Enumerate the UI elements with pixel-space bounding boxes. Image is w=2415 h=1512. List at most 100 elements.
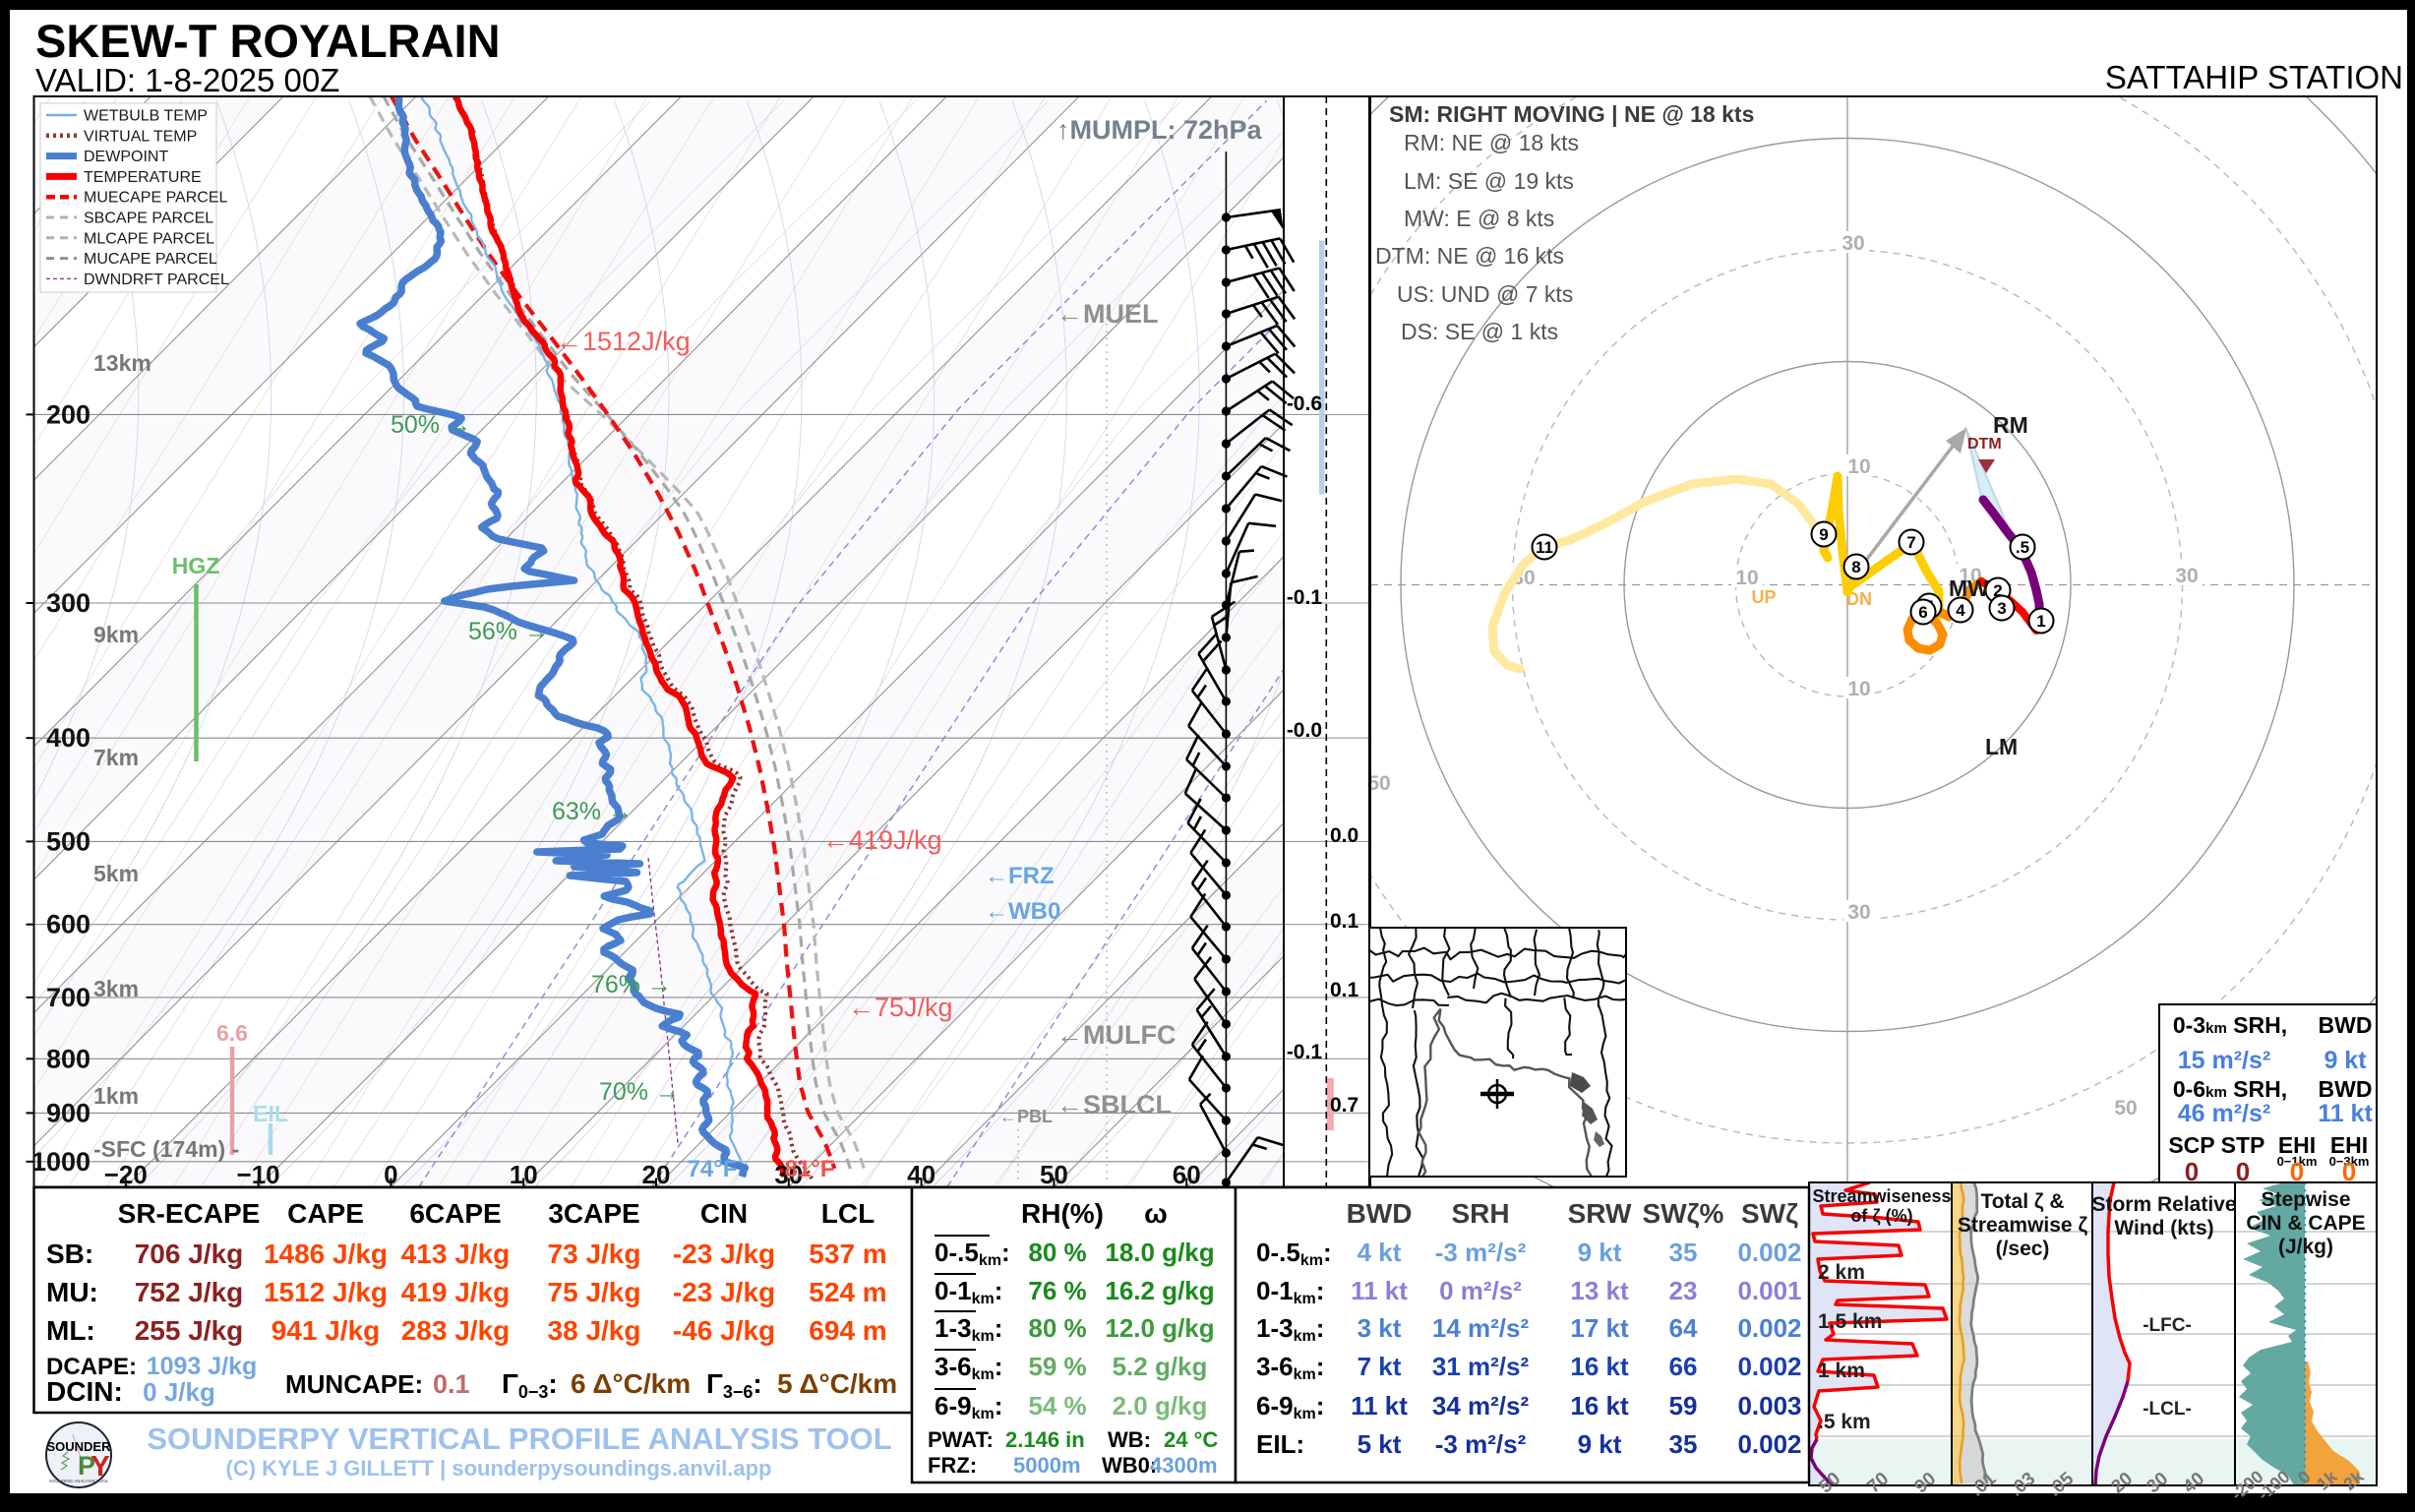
svg-text:-LCL-: -LCL- bbox=[2143, 1399, 2192, 1420]
svg-text:9 kt: 9 kt bbox=[1578, 1429, 1622, 1459]
svg-text:-0.0: -0.0 bbox=[1287, 719, 1322, 742]
svg-text:4: 4 bbox=[1956, 601, 1965, 620]
svg-text:LCL: LCL bbox=[821, 1198, 875, 1229]
svg-text:35: 35 bbox=[1669, 1238, 1698, 1267]
svg-text:9 kt: 9 kt bbox=[2324, 1047, 2367, 1074]
svg-text:SATTAHIP STATION: SATTAHIP STATION bbox=[2105, 59, 2403, 95]
svg-text:CIN: CIN bbox=[700, 1198, 748, 1229]
svg-text:SOUNDERPY VERTICAL PROFILE ANA: SOUNDERPY VERTICAL PROFILE ANALYSIS TOOL bbox=[147, 1421, 891, 1456]
svg-text:18.0 g/kg: 18.0 g/kg bbox=[1105, 1238, 1214, 1267]
svg-text:US: UND @ 7 kts: US: UND @ 7 kts bbox=[1397, 281, 1573, 307]
svg-text:300: 300 bbox=[46, 588, 91, 618]
svg-text:9km: 9km bbox=[93, 622, 139, 647]
svg-text:50% →: 50% → bbox=[391, 411, 471, 439]
svg-text:0.003: 0.003 bbox=[1737, 1391, 1801, 1421]
svg-text:694 m: 694 m bbox=[809, 1315, 886, 1346]
svg-text:CIN & CAPE: CIN & CAPE bbox=[2246, 1212, 2365, 1235]
svg-text:LM: SE @ 19 kts: LM: SE @ 19 kts bbox=[1404, 168, 1574, 194]
svg-text:5.2 g/kg: 5.2 g/kg bbox=[1113, 1352, 1208, 1381]
svg-text:0 m²/s²: 0 m²/s² bbox=[1439, 1276, 1522, 1305]
svg-text:MLCAPE PARCEL: MLCAPE PARCEL bbox=[84, 230, 214, 247]
svg-text:0.1: 0.1 bbox=[1330, 979, 1359, 1001]
svg-text:0-6km SRH,: 0-6km SRH, bbox=[2173, 1076, 2287, 1102]
svg-text:3: 3 bbox=[1997, 599, 2006, 618]
svg-text:BWD: BWD bbox=[2319, 1012, 2373, 1038]
svg-text:-0.1: -0.1 bbox=[1287, 1041, 1323, 1063]
svg-text:EIL: EIL bbox=[253, 1101, 288, 1126]
svg-text:(/sec): (/sec) bbox=[1996, 1238, 2050, 1260]
svg-text:46 m²/s²: 46 m²/s² bbox=[2178, 1100, 2270, 1127]
svg-text:0.1: 0.1 bbox=[433, 1369, 470, 1399]
svg-text:75 J/kg: 75 J/kg bbox=[548, 1277, 641, 1307]
svg-text:Streamwise ζ: Streamwise ζ bbox=[1958, 1214, 2088, 1237]
svg-text:RH(%): RH(%) bbox=[1021, 1198, 1104, 1229]
svg-text:56% →: 56% → bbox=[468, 618, 549, 645]
svg-text:6.6: 6.6 bbox=[216, 1020, 248, 1046]
svg-text:SWζ%: SWζ% bbox=[1643, 1198, 1724, 1229]
svg-text:MW: E @ 8 kts: MW: E @ 8 kts bbox=[1404, 206, 1554, 231]
svg-text:7: 7 bbox=[1906, 533, 1915, 552]
svg-text:70% →: 70% → bbox=[599, 1078, 680, 1106]
svg-text:STP: STP bbox=[2221, 1132, 2265, 1158]
svg-text:-LFC-: -LFC- bbox=[2143, 1315, 2192, 1336]
svg-text:15 m²/s²: 15 m²/s² bbox=[2178, 1047, 2270, 1074]
svg-text:0.002: 0.002 bbox=[1737, 1313, 1801, 1343]
svg-text:(C) KYLE J GILLETT | sounderpy: (C) KYLE J GILLETT | sounderpysoundings.… bbox=[226, 1456, 772, 1481]
svg-text:WB0:: WB0: bbox=[1102, 1453, 1157, 1478]
svg-text:SR-ECAPE: SR-ECAPE bbox=[118, 1198, 261, 1229]
svg-text:30: 30 bbox=[1847, 901, 1870, 924]
svg-text:2 km: 2 km bbox=[1818, 1261, 1865, 1284]
svg-text:SB:: SB: bbox=[46, 1239, 93, 1269]
svg-text:413 J/kg: 413 J/kg bbox=[401, 1239, 511, 1269]
svg-text:VIRTUAL TEMP: VIRTUAL TEMP bbox=[84, 128, 197, 145]
svg-text:900: 900 bbox=[46, 1098, 91, 1127]
svg-text:30: 30 bbox=[1841, 232, 1864, 255]
svg-text:SRH: SRH bbox=[1451, 1198, 1509, 1229]
svg-text:0.002: 0.002 bbox=[1737, 1429, 1801, 1459]
svg-text:0.7: 0.7 bbox=[1330, 1094, 1358, 1117]
svg-text:30: 30 bbox=[2175, 565, 2198, 587]
svg-text:Total ζ &: Total ζ & bbox=[1980, 1190, 2064, 1213]
svg-text:←419J/kg: ←419J/kg bbox=[822, 825, 942, 855]
svg-text:419 J/kg: 419 J/kg bbox=[401, 1277, 511, 1307]
svg-text:20: 20 bbox=[642, 1160, 671, 1189]
svg-text:DEWPOINT: DEWPOINT bbox=[84, 149, 168, 165]
svg-text:ω: ω bbox=[1144, 1198, 1168, 1229]
svg-text:SM: RIGHT MOVING | NE @ 18 kts: SM: RIGHT MOVING | NE @ 18 kts bbox=[1389, 101, 1754, 127]
svg-text:941 J/kg: 941 J/kg bbox=[272, 1315, 381, 1346]
svg-text:1093 J/kg: 1093 J/kg bbox=[147, 1353, 258, 1380]
svg-text:11 kt: 11 kt bbox=[1351, 1391, 1408, 1421]
svg-text:40: 40 bbox=[907, 1160, 936, 1189]
svg-text:9 kt: 9 kt bbox=[1578, 1238, 1622, 1267]
svg-text:73 J/kg: 73 J/kg bbox=[548, 1239, 641, 1269]
svg-text:5000m: 5000m bbox=[1013, 1453, 1081, 1478]
svg-text:12.0 g/kg: 12.0 g/kg bbox=[1105, 1313, 1214, 1343]
svg-text:2.0 g/kg: 2.0 g/kg bbox=[1113, 1391, 1208, 1421]
svg-text:500: 500 bbox=[46, 826, 91, 856]
svg-text:DWNDRFT PARCEL: DWNDRFT PARCEL bbox=[84, 272, 229, 288]
svg-text:13 kt: 13 kt bbox=[1570, 1276, 1629, 1305]
svg-text:4 kt: 4 kt bbox=[1358, 1238, 1402, 1267]
svg-text:←MULFC: ←MULFC bbox=[1057, 1020, 1176, 1050]
svg-text:MUCAPE PARCEL: MUCAPE PARCEL bbox=[84, 251, 217, 268]
svg-text:-3 m²/s²: -3 m²/s² bbox=[1435, 1429, 1527, 1459]
svg-text:3 kt: 3 kt bbox=[1358, 1313, 1402, 1343]
svg-text:DTM: DTM bbox=[1967, 436, 2002, 453]
svg-text:11: 11 bbox=[1536, 538, 1553, 557]
svg-text:752 J/kg: 752 J/kg bbox=[135, 1277, 244, 1307]
svg-text:66: 66 bbox=[1669, 1352, 1698, 1381]
svg-text:.5: .5 bbox=[2016, 538, 2029, 557]
svg-text:200: 200 bbox=[46, 399, 91, 429]
svg-text:CAPE: CAPE bbox=[287, 1198, 364, 1229]
svg-text:DTM: NE @ 16 kts: DTM: NE @ 16 kts bbox=[1375, 243, 1564, 269]
svg-text:SWζ: SWζ bbox=[1741, 1198, 1798, 1229]
svg-text:MU:: MU: bbox=[46, 1277, 98, 1307]
svg-text:RM: NE @ 18 kts: RM: NE @ 18 kts bbox=[1404, 130, 1579, 155]
svg-text:63% →: 63% → bbox=[552, 798, 633, 825]
svg-text:VALID: 1-8-2025 00Z: VALID: 1-8-2025 00Z bbox=[35, 62, 339, 98]
svg-text:80 %: 80 % bbox=[1028, 1238, 1086, 1267]
svg-text:3CAPE: 3CAPE bbox=[548, 1198, 639, 1229]
svg-text:Wind (kts): Wind (kts) bbox=[2114, 1217, 2213, 1240]
svg-text:14 m²/s²: 14 m²/s² bbox=[1432, 1313, 1530, 1343]
svg-text:-23 J/kg: -23 J/kg bbox=[673, 1277, 775, 1307]
